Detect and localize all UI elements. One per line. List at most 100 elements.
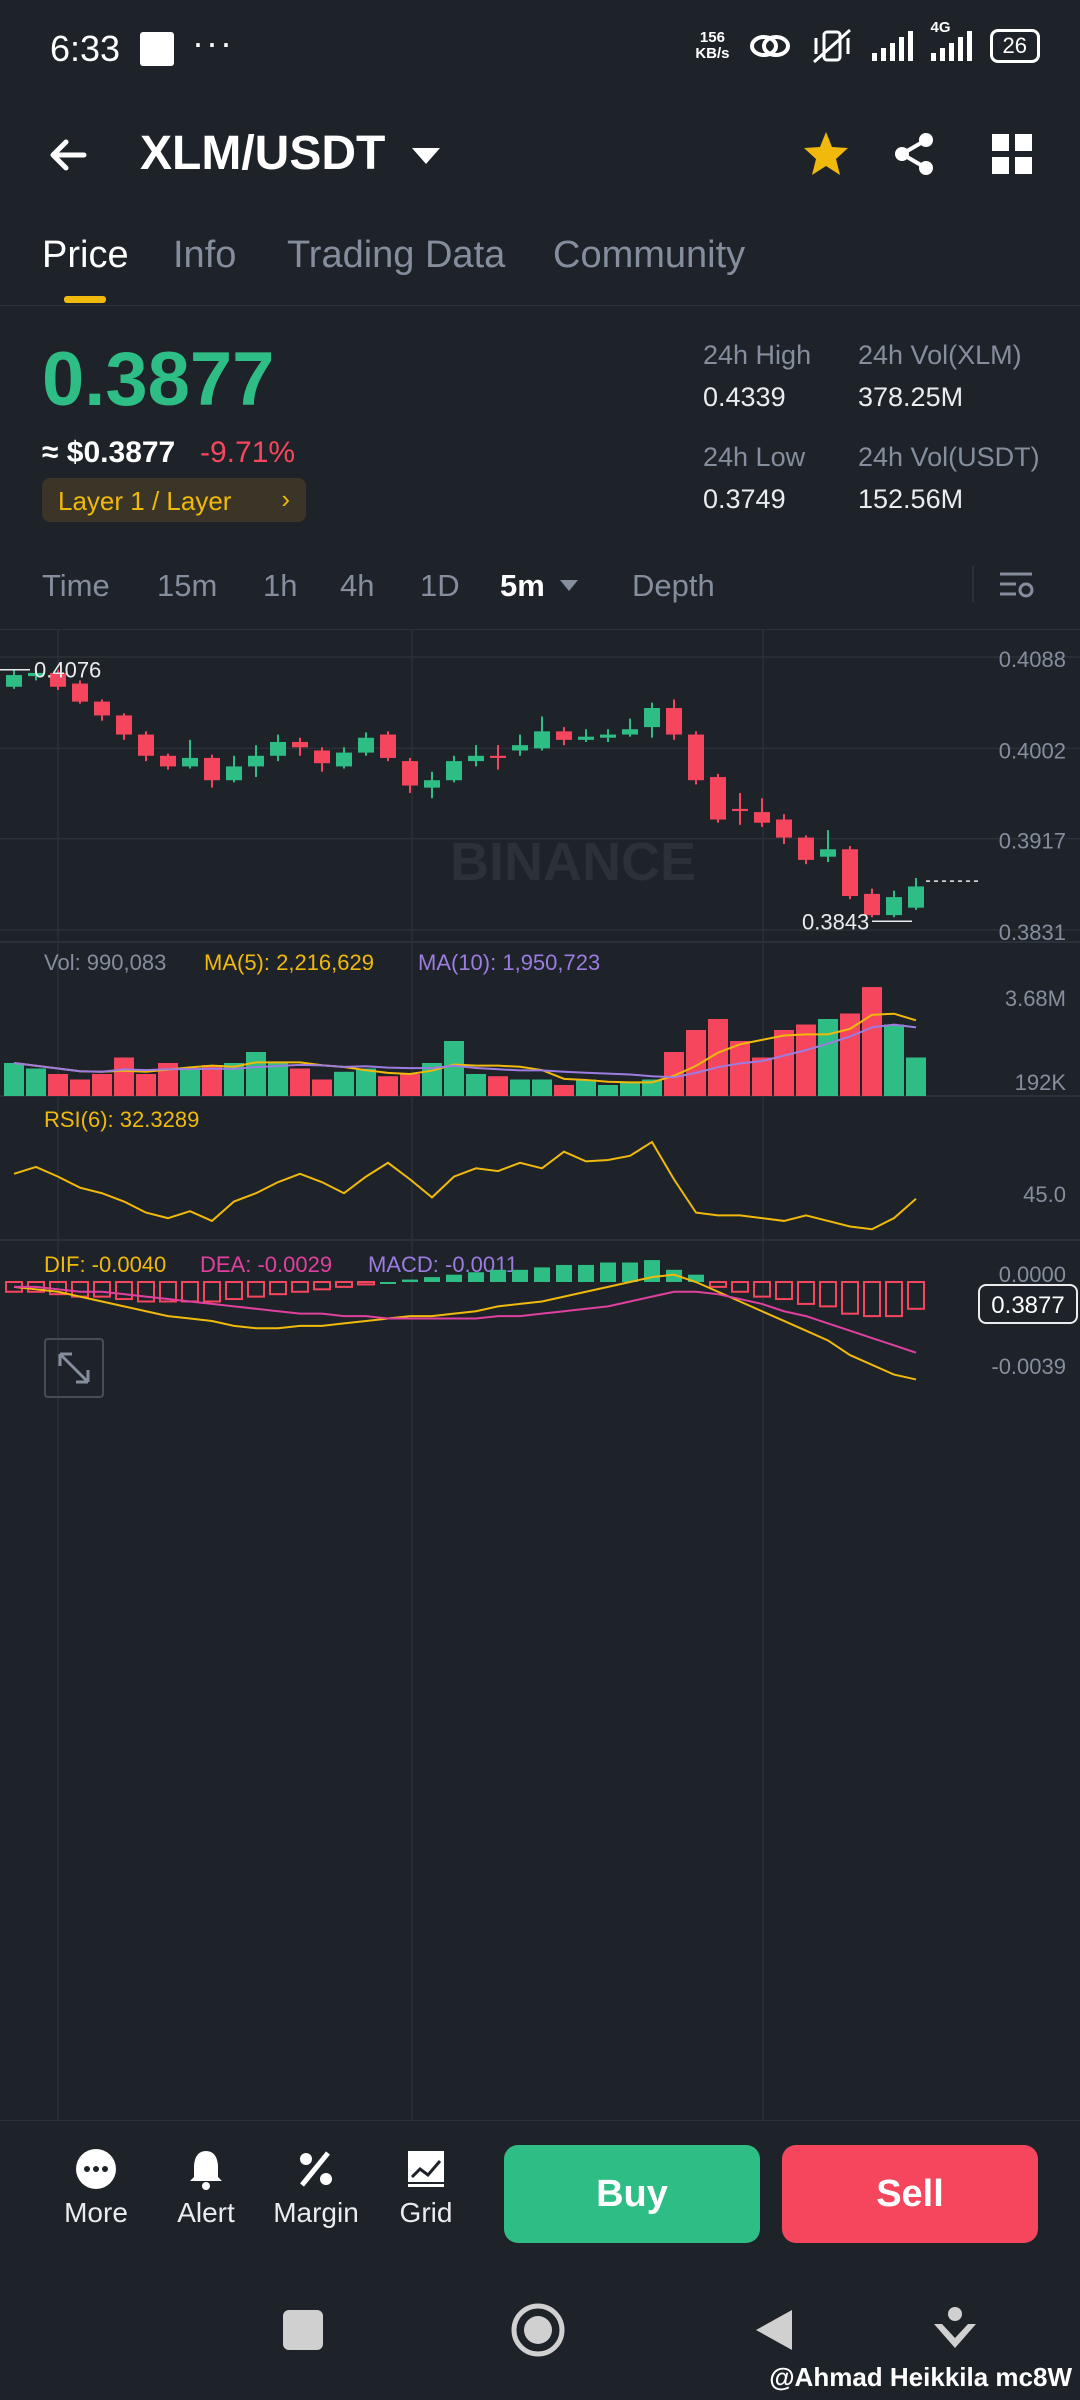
high-label: 24h High	[703, 340, 812, 370]
interval-1d[interactable]: 1D	[420, 568, 460, 603]
rsi-axis-label: 45.0	[1023, 1182, 1066, 1207]
interval-time[interactable]: Time	[42, 568, 110, 603]
volume-bar	[180, 1068, 200, 1096]
low-label: 24h Low	[703, 442, 806, 472]
candle-body	[754, 812, 770, 823]
volume-bar	[224, 1063, 244, 1096]
volume-bar	[202, 1065, 222, 1096]
app-header: XLM/USDT	[0, 110, 1080, 200]
status-bar: 6:33 ··· 156 KB/s 4G 26	[0, 0, 1080, 100]
candle-body	[160, 755, 176, 767]
macd-histogram-bar	[181, 1281, 199, 1303]
more-notifications-icon: ···	[192, 22, 234, 63]
volume-bar	[444, 1041, 464, 1096]
volume-axis-top: 3.68M	[1005, 986, 1066, 1011]
price-axis-label: 0.4088	[999, 647, 1066, 672]
favorite-star-icon[interactable]	[800, 128, 852, 180]
macd-histogram-bar	[863, 1281, 881, 1318]
volume-bar	[642, 1079, 662, 1096]
macd-histogram-bar	[819, 1281, 837, 1308]
interval-1h[interactable]: 1h	[263, 568, 298, 603]
home-circle-icon[interactable]	[510, 2302, 566, 2358]
tab-trading-data[interactable]: Trading Data	[287, 234, 506, 276]
macd-histogram-bar	[159, 1281, 177, 1303]
volume-label: Vol: 990,083	[44, 950, 166, 975]
candle-body	[776, 819, 792, 838]
volume-bar	[466, 1074, 486, 1096]
grid-layout-icon[interactable]	[986, 128, 1038, 180]
category-tag[interactable]: Layer 1 / Layer ›	[42, 478, 306, 522]
chart-settings-icon[interactable]	[996, 564, 1036, 604]
low-marker-label: 0.3843	[802, 909, 869, 934]
margin-button[interactable]: Margin	[266, 2147, 366, 2229]
network-type: 4G	[930, 19, 951, 36]
interval-15m[interactable]: 15m	[157, 568, 218, 603]
pair-dropdown-icon[interactable]	[412, 148, 440, 164]
margin-label: Margin	[273, 2197, 359, 2228]
volume-bar	[114, 1057, 134, 1096]
more-button[interactable]: More	[46, 2147, 146, 2229]
grid-button[interactable]: Grid	[376, 2147, 476, 2229]
volume-bar	[334, 1071, 354, 1096]
back-triangle-icon[interactable]	[752, 2306, 796, 2354]
page-tabs: Price Info Trading Data Community	[0, 222, 1080, 306]
candle-body	[842, 849, 858, 897]
volume-bar	[576, 1079, 596, 1096]
candle-body	[182, 757, 198, 767]
volume-bar	[400, 1074, 420, 1096]
assistant-icon[interactable]	[930, 2304, 980, 2354]
tab-info[interactable]: Info	[173, 234, 237, 276]
kline-chart[interactable]: 0.4088 0.4002 0.3917 0.3831 BINANCE 0.4076 0.3…	[0, 630, 1080, 2120]
grid-label: Grid	[399, 2197, 453, 2228]
volume-bar	[158, 1063, 178, 1096]
candle-body	[578, 736, 594, 740]
more-label: More	[64, 2197, 128, 2228]
interval-5m[interactable]: 5m	[500, 568, 545, 603]
candle-body	[908, 886, 924, 908]
macd-histogram-bar	[841, 1281, 859, 1315]
tab-active-indicator	[64, 296, 106, 303]
volume-bar	[312, 1079, 332, 1096]
alert-button[interactable]: Alert	[156, 2147, 256, 2229]
interval-depth[interactable]: Depth	[632, 568, 715, 603]
volume-bar	[4, 1063, 24, 1096]
candle-body	[336, 752, 352, 767]
recent-apps-icon[interactable]	[283, 2310, 323, 2350]
macd-histogram-bar	[534, 1267, 550, 1282]
share-icon[interactable]	[888, 128, 940, 180]
candle-body	[556, 731, 572, 740]
back-arrow-icon[interactable]	[44, 130, 94, 180]
macd-histogram-bar	[468, 1272, 484, 1282]
interval-4h[interactable]: 4h	[340, 568, 375, 603]
pair-title[interactable]: XLM/USDT	[140, 127, 386, 180]
signal-icon-2: 4G	[930, 19, 972, 61]
volume-bar	[884, 1024, 904, 1096]
macd-histogram-bar	[446, 1274, 462, 1282]
macd-histogram-bar	[115, 1281, 133, 1301]
candle-body	[820, 849, 836, 857]
macd-histogram-bar	[775, 1281, 793, 1301]
tab-price[interactable]: Price	[42, 234, 129, 276]
tab-community[interactable]: Community	[553, 234, 746, 276]
volume-bar	[378, 1076, 398, 1096]
volume-ma10-line	[13, 1023, 917, 1079]
candle-body	[798, 837, 814, 860]
candle-body	[138, 734, 154, 756]
volume-bar	[554, 1085, 574, 1096]
candle-body	[358, 737, 374, 753]
volume-bar	[290, 1068, 310, 1096]
candle-body	[600, 734, 616, 738]
candle-body	[292, 741, 308, 748]
buy-button[interactable]: Buy	[504, 2145, 760, 2243]
candle-body	[512, 745, 528, 751]
interval-dropdown-icon[interactable]	[560, 580, 578, 591]
candle-body	[732, 808, 748, 812]
ma10-label: MA(10): 1,950,723	[418, 950, 600, 975]
candle-body	[248, 755, 264, 767]
volume-bar	[620, 1082, 640, 1096]
sell-button[interactable]: Sell	[782, 2145, 1038, 2243]
fullscreen-expand-button[interactable]	[44, 1338, 104, 1398]
current-price-marker: 0.3877	[978, 1284, 1078, 1324]
price-axis-label: 0.4002	[999, 738, 1066, 763]
dif-label: DIF: -0.0040	[44, 1252, 166, 1277]
